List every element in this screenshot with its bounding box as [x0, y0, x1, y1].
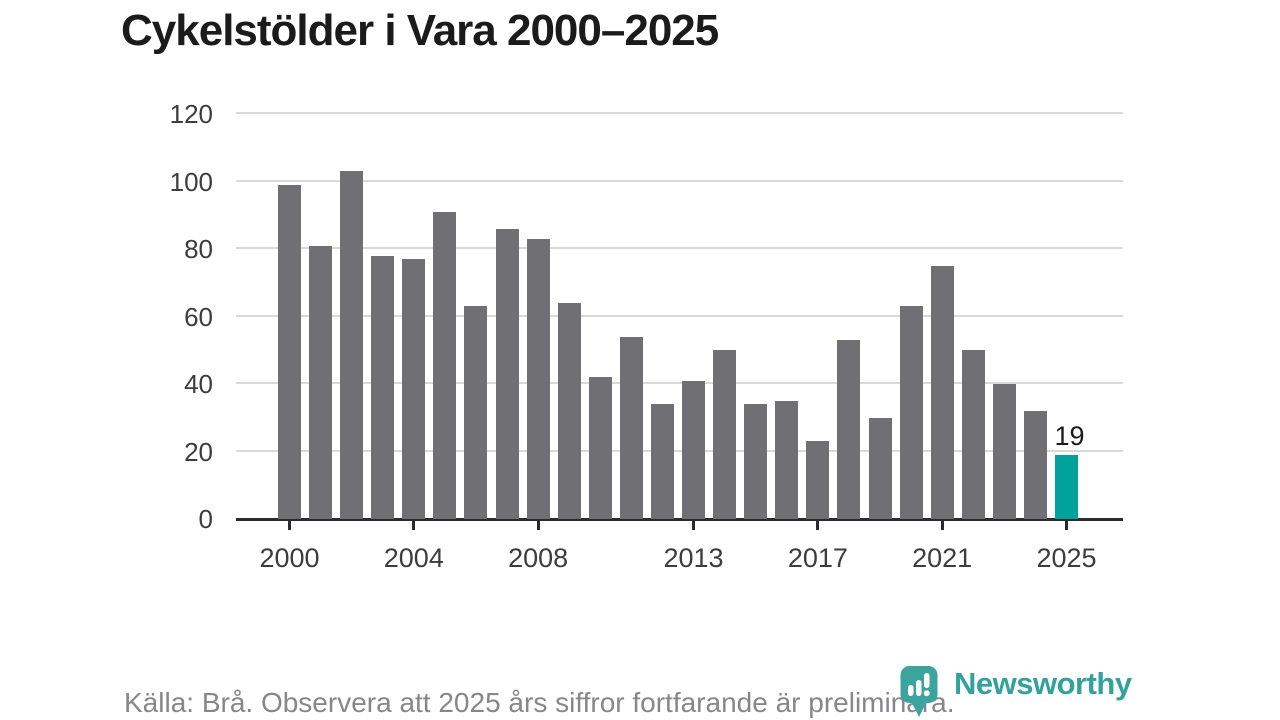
gridline-120: [236, 112, 1123, 114]
bar-2021: [930, 265, 954, 519]
x-axis-tick-2000: [288, 521, 291, 530]
bar-2020: [899, 306, 923, 519]
bar-2002: [340, 171, 364, 519]
gridline-40: [236, 382, 1123, 384]
y-tick-label-60: 60: [184, 301, 213, 332]
x-tick-label-2017: 2017: [787, 543, 848, 573]
x-tick-label-2025: 2025: [1036, 543, 1097, 573]
x-axis-tick-2017: [816, 521, 820, 530]
bar-highlighted-2025: [1055, 454, 1078, 519]
y-tick-label-120: 120: [169, 99, 213, 129]
newsworthy-logo-wordmark: Newsworthy: [954, 666, 1132, 701]
gridline-20: [236, 449, 1123, 452]
bar-2015: [744, 404, 768, 519]
bar-2011: [619, 336, 643, 519]
bar-2004: [402, 259, 426, 519]
x-axis-line: [236, 518, 1123, 521]
y-tick-label-80: 80: [184, 234, 213, 264]
x-tick-label-2021: 2021: [912, 543, 973, 573]
bar-2018: [837, 340, 861, 519]
y-tick-label-100: 100: [169, 166, 213, 197]
y-tick-label-20: 20: [184, 436, 213, 467]
bar-2000: [278, 184, 301, 519]
x-tick-label-2013: 2013: [663, 543, 724, 573]
bar-2003: [371, 255, 395, 519]
gridline-60: [236, 314, 1123, 317]
newsworthy-logo: Newsworthy: [900, 664, 1132, 718]
bar-2012: [650, 404, 674, 519]
bar-2016: [775, 400, 799, 519]
x-axis-tick-2008: [536, 521, 540, 530]
y-tick-label-0: 0: [198, 504, 213, 534]
bar-value-label-2025: 19: [1054, 420, 1085, 451]
bar-2009: [557, 303, 581, 519]
bar-2006: [464, 306, 488, 519]
bar-2005: [433, 211, 457, 519]
bar-2007: [495, 228, 519, 519]
source-note: Källa: Brå. Observera att 2025 års siffr…: [124, 687, 955, 718]
x-tick-label-2000: 2000: [259, 543, 320, 573]
newsworthy-logo-icon: [900, 666, 938, 717]
bar-chart: 0 20 40 60 80 100 120 19 2000 2004 2008 2013 2017 202…: [169, 99, 1123, 573]
x-axis-tick-2025: [1065, 521, 1068, 530]
x-axis-tick-2021: [940, 521, 944, 530]
bar-2010: [588, 377, 612, 519]
bar-2014: [713, 350, 737, 519]
bar-2017: [806, 441, 830, 519]
gridline-80: [236, 247, 1123, 249]
bar-2019: [868, 417, 892, 519]
y-tick-label-40: 40: [184, 369, 213, 399]
bar-2023: [992, 384, 1016, 519]
x-tick-label-2004: 2004: [383, 543, 444, 573]
bar-2001: [309, 245, 333, 519]
x-axis-tick-2013: [692, 521, 696, 530]
gridline-100: [236, 179, 1123, 182]
bar-2008: [526, 238, 550, 519]
bar-2013: [682, 380, 706, 519]
bar-2024: [1023, 411, 1047, 519]
x-tick-label-2008: 2008: [508, 543, 569, 573]
chart-title: Cykelstölder i Vara 2000–2025: [121, 6, 719, 55]
bar-2022: [961, 350, 985, 519]
x-axis-tick-2004: [412, 521, 416, 530]
